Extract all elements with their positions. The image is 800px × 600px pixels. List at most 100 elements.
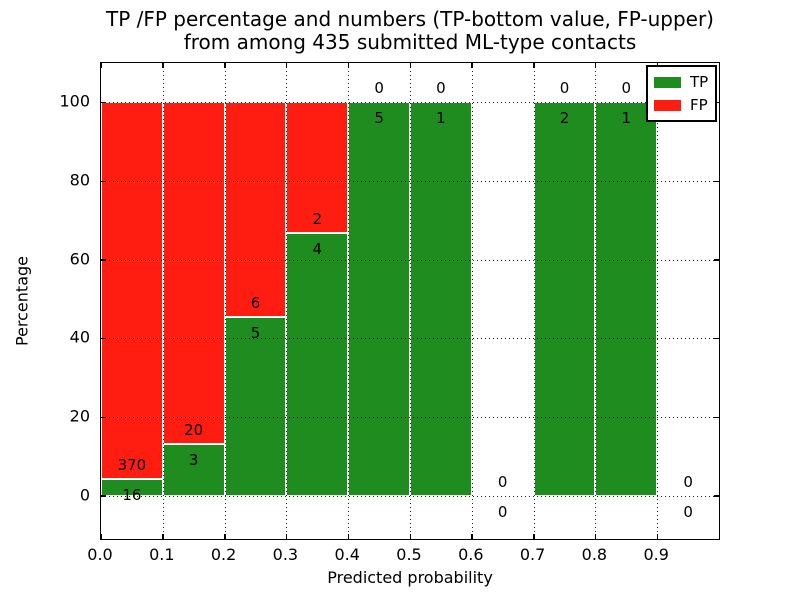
y-tick-mark bbox=[714, 337, 719, 340]
fp-count-label: 0 bbox=[497, 472, 508, 491]
y-tick-label: 40 bbox=[69, 327, 90, 347]
fp-count-label: 0 bbox=[683, 472, 693, 491]
x-tick-mark bbox=[347, 534, 350, 539]
x-tick-mark bbox=[533, 63, 535, 68]
bar-segment-fp bbox=[286, 102, 349, 234]
chart-title: TP /FP percentage and numbers (TP-bottom… bbox=[100, 8, 720, 54]
fp-count-label: 0 bbox=[621, 79, 632, 98]
x-tick-label: 0.9 bbox=[643, 545, 669, 564]
bar-segment-fp bbox=[101, 102, 163, 480]
gridline-vertical bbox=[533, 63, 535, 539]
x-tick-mark bbox=[224, 534, 226, 539]
y-tick-label: 20 bbox=[69, 406, 90, 426]
fp-count-label: 0 bbox=[559, 79, 570, 98]
x-tick-mark bbox=[409, 534, 411, 539]
gridline-vertical bbox=[657, 63, 659, 539]
gridline-vertical bbox=[348, 63, 350, 539]
x-tick-mark bbox=[285, 63, 288, 68]
bar-segment-tp bbox=[224, 316, 287, 496]
fp-count-label: 0 bbox=[436, 79, 446, 98]
bar-segment-tp bbox=[410, 102, 472, 496]
tp-count-label: 2 bbox=[559, 109, 570, 128]
chart-title-line1: TP /FP percentage and numbers (TP-bottom… bbox=[106, 7, 714, 31]
x-axis-label: Predicted probability bbox=[327, 568, 493, 587]
x-tick-mark bbox=[471, 534, 473, 539]
y-tick-mark bbox=[714, 495, 719, 497]
x-tick-mark bbox=[101, 63, 102, 68]
x-tick-mark bbox=[224, 63, 226, 68]
legend-swatch-fp bbox=[654, 99, 681, 111]
legend: TP FP bbox=[646, 65, 718, 122]
bar-segment-fp bbox=[162, 102, 225, 445]
bar-segment-tp bbox=[595, 102, 658, 496]
bar-segment-tp bbox=[533, 102, 596, 496]
x-tick-mark bbox=[594, 63, 597, 68]
x-tick-mark bbox=[471, 63, 473, 68]
x-tick-mark bbox=[101, 534, 102, 539]
y-tick-mark bbox=[101, 337, 106, 340]
x-tick-label: 0.5 bbox=[396, 545, 422, 564]
tp-count-label: 16 bbox=[122, 486, 142, 505]
tp-count-label: 4 bbox=[312, 240, 323, 259]
x-tick-mark bbox=[285, 534, 288, 539]
y-tick-mark bbox=[101, 416, 106, 419]
gridline-vertical bbox=[595, 63, 597, 539]
y-tick-label: 0 bbox=[79, 485, 90, 505]
legend-label-tp: TP bbox=[690, 73, 709, 91]
x-tick-mark bbox=[347, 63, 350, 68]
x-tick-label: 0.1 bbox=[149, 545, 175, 564]
x-tick-label: 0.2 bbox=[210, 545, 237, 564]
tp-count-label: 5 bbox=[374, 109, 384, 128]
x-tick-label: 0.7 bbox=[519, 545, 546, 564]
x-tick-label: 0.6 bbox=[458, 545, 484, 564]
y-tick-mark bbox=[101, 180, 106, 183]
bar-segment-tp bbox=[162, 444, 225, 496]
fp-count-label: 2 bbox=[312, 210, 323, 229]
x-tick-label: 0.4 bbox=[334, 545, 360, 564]
x-tick-mark bbox=[162, 63, 164, 68]
y-tick-mark bbox=[714, 180, 719, 183]
x-tick-mark bbox=[656, 534, 659, 539]
bar-segment-tp bbox=[101, 479, 163, 496]
legend-label-fp: FP bbox=[690, 96, 708, 114]
y-tick-mark bbox=[101, 101, 106, 104]
tp-count-label: 3 bbox=[188, 451, 199, 470]
y-tick-label: 60 bbox=[69, 249, 90, 269]
y-tick-mark bbox=[101, 259, 106, 261]
x-tick-label: 0.0 bbox=[87, 545, 113, 564]
x-tick-mark bbox=[594, 534, 597, 539]
fp-count-label: 20 bbox=[184, 421, 204, 440]
chart-title-line2: from among 435 submitted ML-type contact… bbox=[183, 30, 637, 54]
x-tick-label: 0.8 bbox=[581, 545, 608, 564]
bar-segment-tp bbox=[348, 102, 410, 496]
legend-swatch-tp bbox=[654, 76, 681, 88]
y-tick-mark bbox=[101, 495, 106, 497]
gridline-vertical bbox=[471, 63, 473, 539]
tp-count-label: 0 bbox=[683, 502, 693, 521]
legend-entry-fp: FP bbox=[654, 96, 708, 114]
x-tick-label: 0.3 bbox=[272, 545, 299, 564]
gridline-vertical bbox=[410, 63, 411, 539]
tp-count-label: 1 bbox=[621, 109, 632, 128]
y-tick-label: 100 bbox=[59, 91, 90, 111]
x-tick-mark bbox=[162, 534, 164, 539]
legend-entry-tp: TP bbox=[654, 73, 708, 91]
x-tick-mark bbox=[409, 63, 411, 68]
y-tick-label: 80 bbox=[69, 170, 90, 190]
plot-area: 16 370 3 20 5 6 4 2 5 0 1 0 0 0 2 0 1 0 0 0 bbox=[100, 62, 720, 540]
gridline-vertical bbox=[162, 63, 164, 539]
tp-count-label: 5 bbox=[250, 323, 261, 342]
tp-count-label: 1 bbox=[436, 109, 446, 128]
bar-segment-tp bbox=[286, 233, 349, 496]
x-tick-mark bbox=[533, 534, 535, 539]
tp-count-label: 0 bbox=[497, 502, 508, 521]
y-tick-mark bbox=[714, 416, 719, 419]
gridline-vertical bbox=[224, 63, 226, 539]
fp-count-label: 370 bbox=[117, 456, 147, 475]
fp-count-label: 0 bbox=[374, 79, 384, 98]
bar-segment-fp bbox=[224, 102, 287, 317]
gridline-vertical bbox=[286, 63, 288, 539]
fp-count-label: 6 bbox=[250, 293, 261, 312]
y-tick-mark bbox=[714, 259, 719, 261]
